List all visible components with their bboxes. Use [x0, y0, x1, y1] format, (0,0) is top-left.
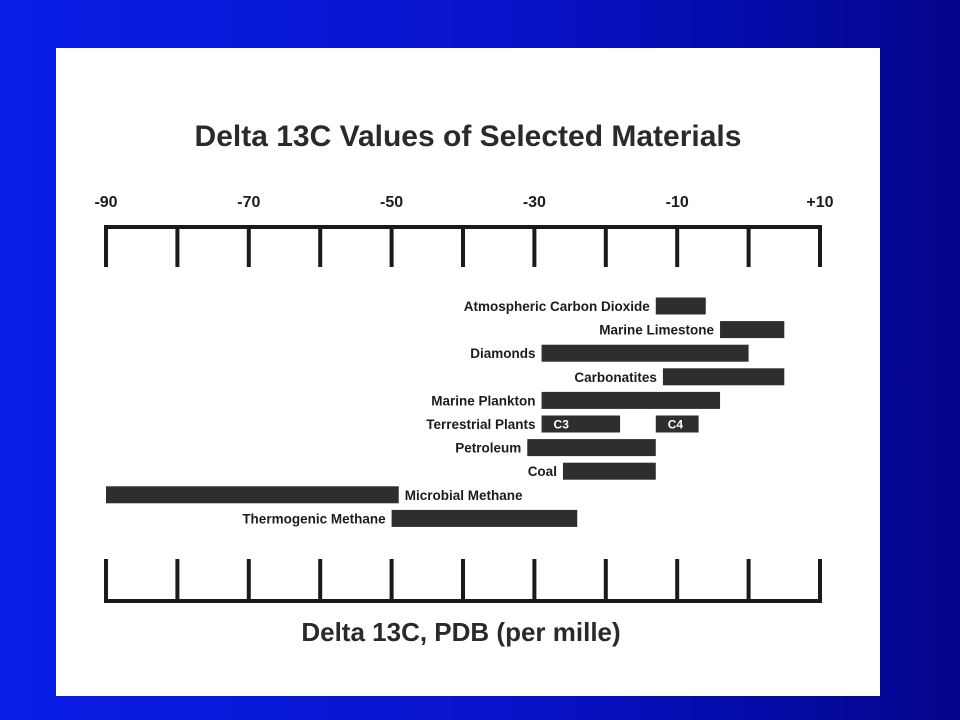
tick-label: +10 — [806, 194, 833, 211]
tick-label: -90 — [94, 194, 117, 211]
range-bar — [541, 415, 621, 433]
top-axis: -90 -70 -50 -30 -10 +10 — [94, 194, 834, 267]
range-bar — [541, 344, 749, 362]
category-label: Terrestrial Plants — [426, 417, 535, 432]
range-bar — [106, 486, 399, 504]
category-label: Petroleum — [455, 441, 521, 456]
range-bar — [655, 415, 699, 433]
category-label: Microbial Methane — [405, 488, 523, 503]
bar-sublabel: C3 — [554, 418, 570, 432]
delta13c-chart: Delta 13C Values of Selected Materials -… — [94, 120, 834, 647]
category-label: Diamonds — [470, 346, 535, 361]
category-label: Coal — [528, 464, 557, 479]
range-bar — [527, 439, 656, 457]
tick-label: -70 — [237, 194, 260, 211]
tick-label: -50 — [380, 194, 403, 211]
category-label: Carbonatites — [574, 370, 657, 385]
category-label: Thermogenic Methane — [242, 511, 386, 526]
chart-title: Delta 13C Values of Selected Materials — [195, 120, 742, 153]
range-bar — [541, 391, 721, 409]
bottom-axis — [104, 559, 822, 603]
tick-label: -10 — [666, 194, 689, 211]
tick-label: -30 — [523, 194, 546, 211]
bar-sublabel: C4 — [668, 418, 684, 432]
range-bar — [720, 321, 785, 339]
bars-group: Atmospheric Carbon Dioxide Marine Limesto… — [106, 297, 785, 527]
chart-panel: Delta 13C Values of Selected Materials -… — [56, 48, 880, 696]
x-axis-title: Delta 13C, PDB (per mille) — [301, 617, 620, 647]
category-label: Atmospheric Carbon Dioxide — [464, 299, 651, 314]
range-bar — [662, 368, 785, 386]
range-bar — [562, 462, 656, 480]
category-label: Marine Limestone — [599, 323, 714, 338]
category-label: Marine Plankton — [431, 393, 535, 408]
range-bar — [655, 297, 706, 315]
range-bar — [391, 509, 578, 527]
